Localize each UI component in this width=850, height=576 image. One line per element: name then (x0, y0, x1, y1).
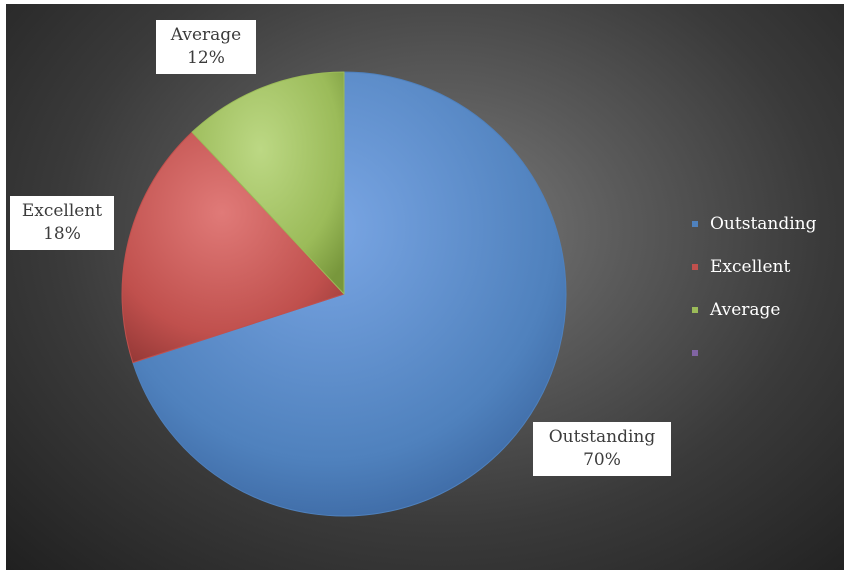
chart-area: Average 12% Excellent 18% Outstanding 70… (6, 4, 844, 570)
legend: Outstanding Excellent Average (690, 213, 840, 385)
data-label-average: Average 12% (156, 20, 256, 74)
legend-item-excellent: Excellent (690, 256, 840, 278)
pie-slice-average (191, 71, 345, 295)
legend-swatch-outstanding (692, 221, 698, 227)
data-label-average-value: 12% (187, 48, 225, 68)
data-label-outstanding-value: 70% (583, 450, 621, 470)
data-label-excellent: Excellent 18% (10, 196, 114, 250)
legend-swatch-excellent (692, 264, 698, 270)
pie-slices (121, 71, 567, 517)
data-label-average-category: Average (170, 25, 242, 45)
data-label-outstanding-category: Outstanding (548, 427, 656, 447)
data-label-outstanding: Outstanding 70% (533, 422, 671, 476)
legend-swatch-average (692, 307, 698, 313)
legend-item-average: Average (690, 299, 840, 321)
legend-item-empty (690, 342, 840, 364)
legend-label-outstanding: Outstanding (710, 214, 817, 234)
pie-slice-excellent (121, 131, 345, 364)
pie-slice-outstanding (132, 71, 567, 517)
legend-label-excellent: Excellent (710, 257, 791, 277)
legend-label-average: Average (710, 300, 781, 320)
legend-item-outstanding: Outstanding (690, 213, 840, 235)
legend-swatch-empty (692, 350, 698, 356)
pie-chart (121, 71, 567, 517)
data-label-excellent-value: 18% (43, 224, 81, 244)
data-label-excellent-category: Excellent (21, 201, 103, 221)
